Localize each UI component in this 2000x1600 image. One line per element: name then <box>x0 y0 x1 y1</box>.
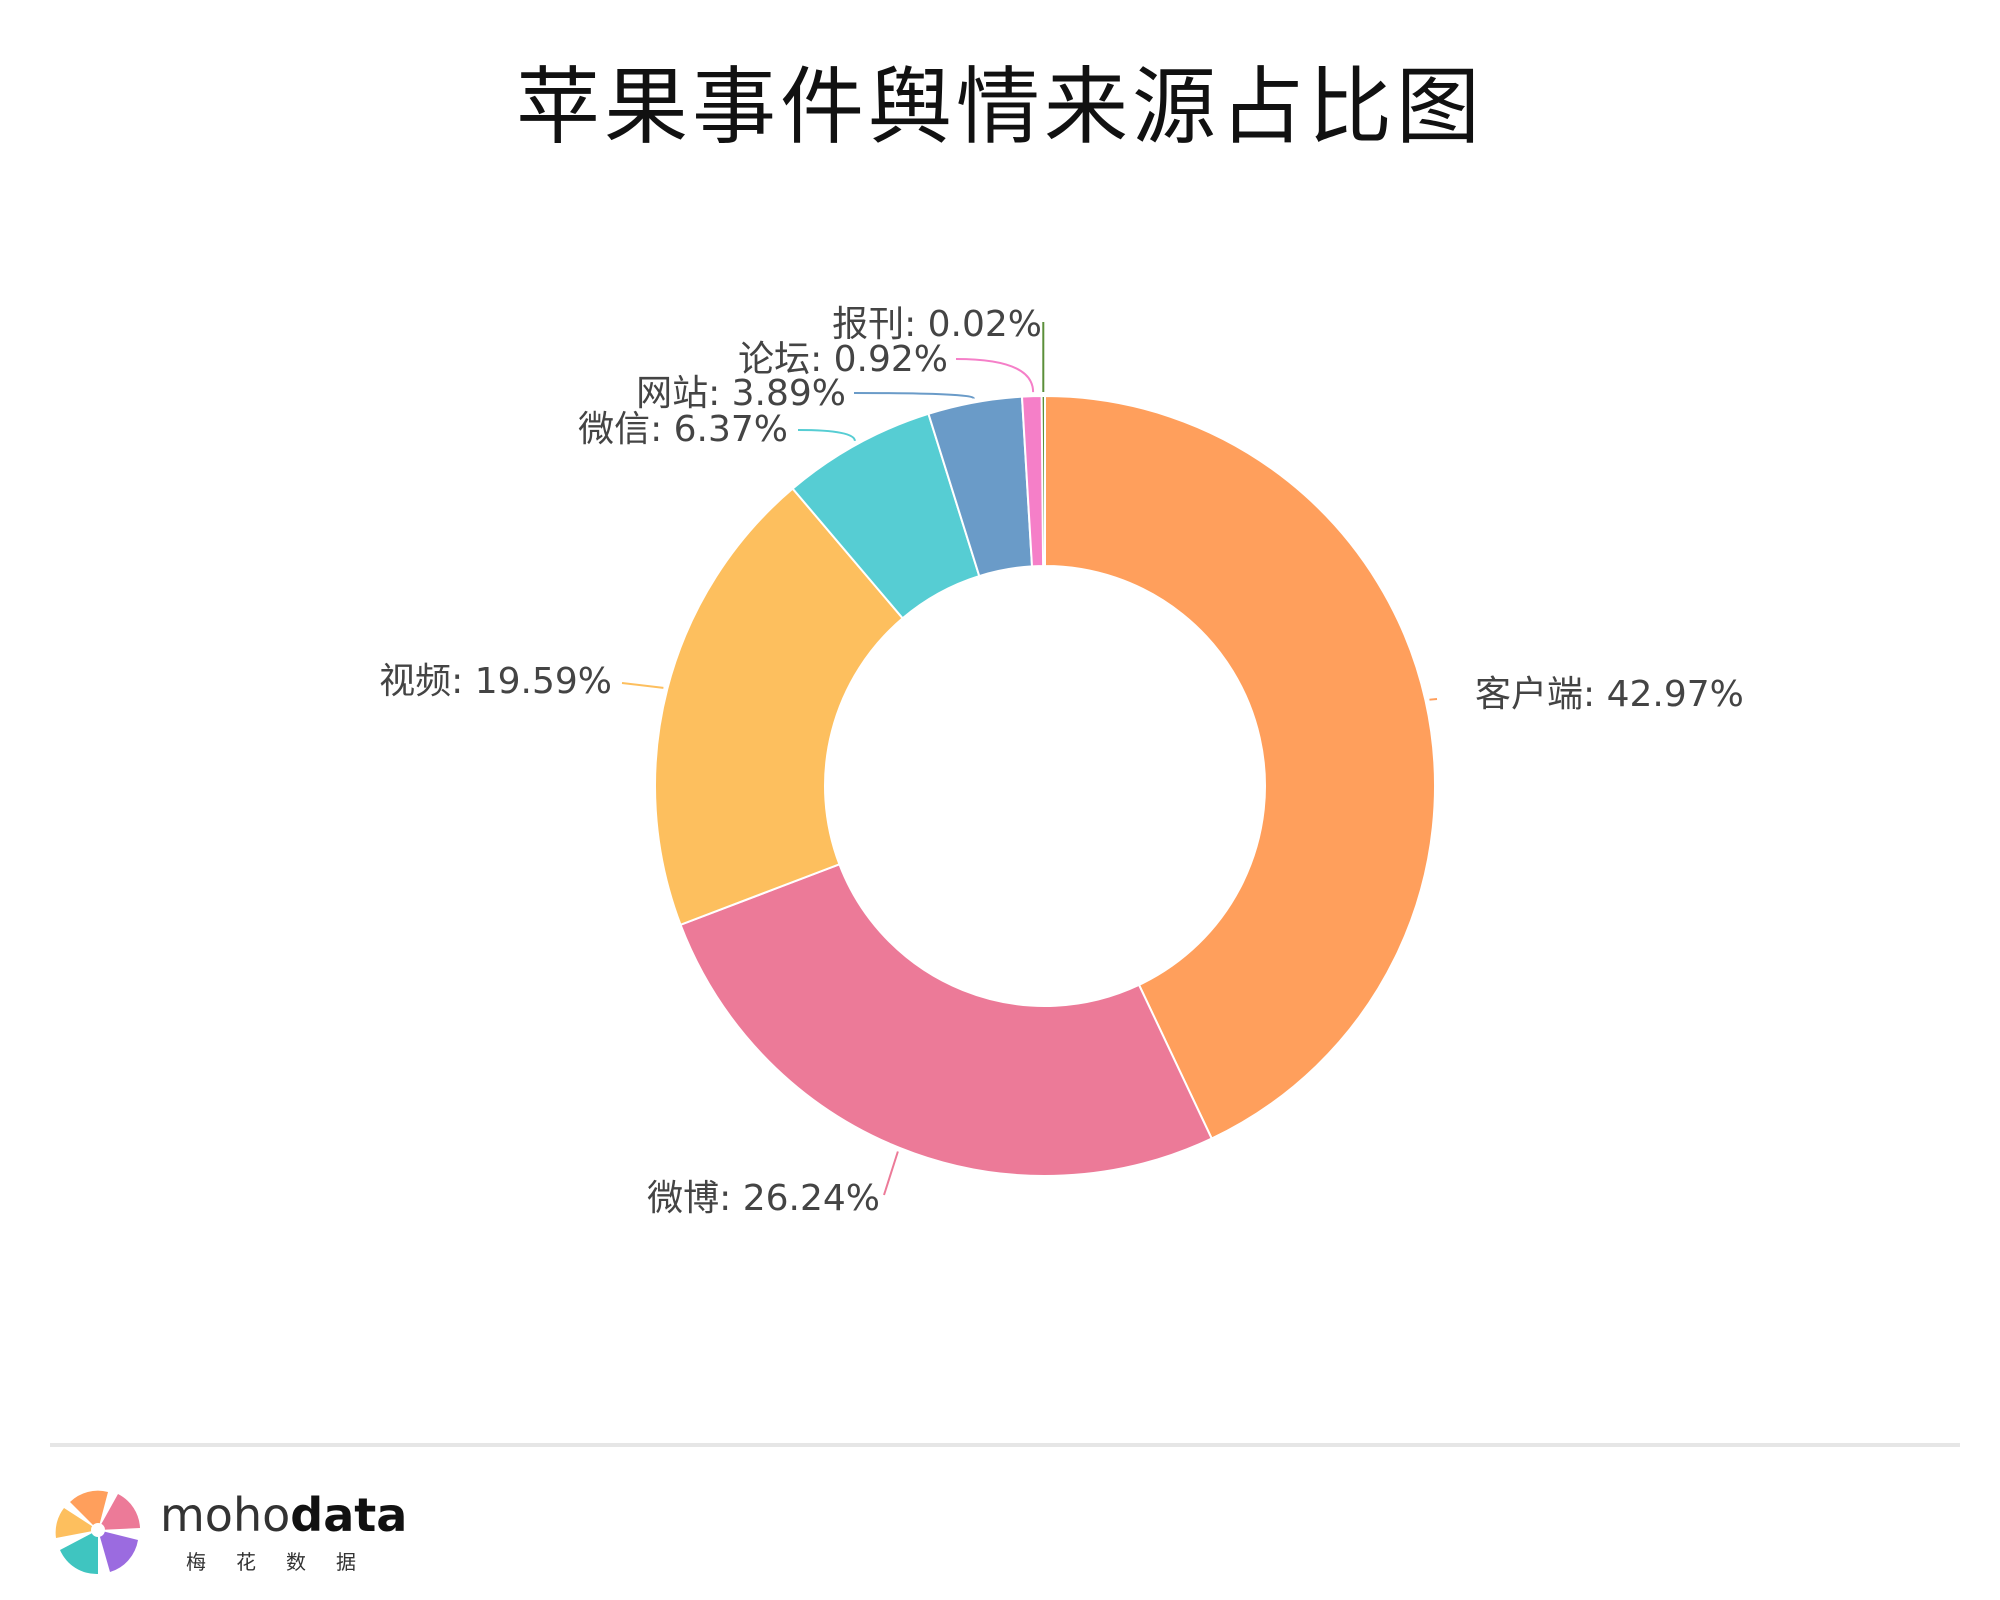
slice-label-0: 客户端: 42.97% <box>1475 674 1744 715</box>
chart-title: 苹果事件舆情来源占比图 <box>515 58 1484 156</box>
pinwheel-blade-icon <box>60 1530 98 1575</box>
brand-wordmark: mohodata <box>160 1488 407 1542</box>
brand-subtitle: 梅花数据 <box>186 1550 386 1574</box>
pinwheel-blade-icon <box>98 1530 138 1572</box>
pinwheel-blade-icon <box>98 1494 140 1530</box>
pinwheel-blade-icon <box>55 1508 98 1538</box>
slice-label-1: 微博: 26.24% <box>647 1178 880 1219</box>
leader-line-5 <box>955 358 1035 393</box>
donut-slice-6[interactable] <box>1040 394 1046 568</box>
brand-word-light: moho <box>160 1488 291 1542</box>
slice-label-2: 视频: 19.59% <box>379 661 612 702</box>
leader-line-1 <box>883 1151 899 1196</box>
donut-slice-2[interactable] <box>654 487 905 927</box>
brand-word-bold: data <box>290 1488 408 1542</box>
footer-divider <box>50 1443 1960 1447</box>
slice-label-4: 网站: 3.89% <box>636 373 846 414</box>
leader-line-4 <box>853 392 975 400</box>
slice-label-5: 论坛: 0.92% <box>738 339 948 380</box>
pinwheel-blade-icon <box>70 1490 108 1530</box>
slice-label-6: 报刊: 0.02% <box>832 304 1042 345</box>
slice-label-3: 微信: 6.37% <box>578 409 788 450</box>
donut-slice-0[interactable] <box>1044 394 1436 1140</box>
pinwheel-logo-icon <box>55 1490 140 1575</box>
leader-line-3 <box>797 429 856 442</box>
leader-line-2 <box>621 682 664 689</box>
leader-line-0 <box>1429 698 1438 701</box>
pinwheel-center-icon <box>91 1523 105 1537</box>
donut-slice-1[interactable] <box>679 862 1214 1177</box>
